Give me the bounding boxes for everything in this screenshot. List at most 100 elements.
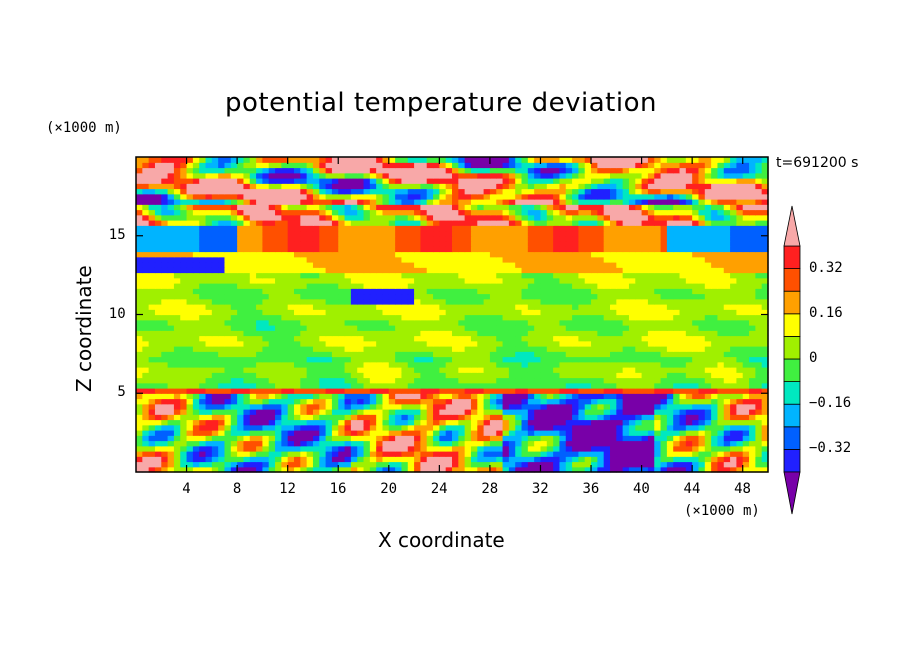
heatmap-cell [237, 466, 245, 473]
heatmap-cell [268, 466, 276, 473]
heatmap-cell [420, 277, 428, 284]
heatmap-cell [275, 319, 282, 326]
heatmap-cell [717, 409, 725, 415]
heatmap-cell [584, 340, 592, 347]
heatmap-cell [211, 277, 219, 284]
heatmap-cell [749, 246, 756, 253]
heatmap-cell [647, 377, 655, 384]
heatmap-cell [508, 340, 516, 347]
heatmap-cell [281, 356, 289, 363]
heatmap-cell [237, 335, 245, 342]
heatmap-cell [521, 251, 529, 258]
heatmap-cell [559, 272, 567, 279]
heatmap-cell [736, 377, 744, 384]
heatmap-cell [357, 214, 365, 221]
heatmap-cell [559, 440, 567, 447]
heatmap-cell [306, 272, 314, 279]
heatmap-cell [173, 277, 181, 284]
heatmap-cell [673, 262, 681, 268]
heatmap-cell [489, 335, 497, 342]
heatmap-cell [761, 283, 769, 289]
heatmap-cell [496, 319, 504, 326]
heatmap-cell [660, 456, 668, 463]
heatmap-cell [294, 456, 301, 463]
heatmap-cell [527, 272, 535, 279]
heatmap-cell [654, 414, 662, 421]
heatmap-cell [679, 309, 687, 316]
heatmap-cell [521, 377, 529, 384]
heatmap-cell [761, 372, 769, 379]
heatmap-cell [287, 225, 295, 232]
heatmap-cell [647, 214, 655, 221]
heatmap-cell [635, 272, 643, 279]
heatmap-cell [350, 403, 358, 410]
heatmap-cell [458, 256, 466, 263]
heatmap-cell [154, 409, 162, 415]
heatmap-cell [331, 251, 339, 258]
heatmap-cell [167, 451, 175, 457]
heatmap-cell [515, 414, 523, 421]
heatmap-cell [723, 361, 731, 368]
heatmap-cell [496, 461, 504, 468]
heatmap-cell [382, 330, 390, 337]
heatmap-cell [489, 351, 497, 358]
heatmap-cell [357, 314, 365, 321]
heatmap-cell [761, 304, 769, 310]
heatmap-cell [395, 419, 403, 426]
heatmap-cell [685, 361, 693, 368]
heatmap-cell [647, 319, 655, 326]
heatmap-cell [325, 377, 333, 384]
heatmap-cell [407, 351, 415, 358]
heatmap-cell [591, 314, 598, 321]
heatmap-cell [154, 230, 162, 237]
heatmap-cell [496, 251, 504, 258]
heatmap-cell [711, 293, 719, 300]
heatmap-cell [319, 293, 327, 300]
heatmap-cell [136, 214, 143, 221]
heatmap-cell [723, 346, 731, 352]
heatmap-cell [167, 330, 175, 337]
heatmap-cell [445, 398, 453, 405]
heatmap-cell [470, 330, 478, 337]
heatmap-cell [647, 283, 655, 289]
heatmap-cell [205, 419, 213, 426]
heatmap-cell [673, 209, 681, 216]
heatmap-cell [249, 293, 257, 300]
heatmap-cell [350, 235, 358, 242]
heatmap-cell [546, 277, 554, 284]
heatmap-cell [325, 346, 333, 352]
heatmap-cell [325, 298, 333, 305]
heatmap-cell [256, 440, 263, 447]
heatmap-cell [622, 262, 630, 268]
heatmap-cell [628, 393, 636, 400]
heatmap-cell [534, 388, 542, 394]
heatmap-cell [275, 209, 282, 216]
heatmap-cell [616, 403, 624, 410]
heatmap-cell [464, 451, 472, 457]
heatmap-cell [312, 424, 320, 431]
heatmap-cell [401, 414, 409, 421]
heatmap-cell [603, 424, 611, 431]
heatmap-cell [363, 209, 371, 216]
heatmap-cell [679, 319, 687, 326]
heatmap-cell [458, 319, 466, 326]
heatmap-cell [723, 382, 731, 389]
heatmap-cell [527, 288, 535, 295]
heatmap-cell [376, 230, 384, 237]
heatmap-cell [154, 466, 162, 473]
heatmap-cell [205, 298, 213, 305]
heatmap-cell [761, 262, 769, 268]
heatmap-cell [452, 230, 459, 237]
heatmap-cell [565, 435, 573, 442]
heatmap-cell [521, 230, 529, 237]
heatmap-cell [148, 283, 156, 289]
heatmap-cell [414, 382, 421, 389]
heatmap-cell [167, 241, 175, 247]
heatmap-cell [603, 440, 611, 447]
heatmap-cell [275, 430, 282, 436]
heatmap-cell [180, 414, 188, 421]
heatmap-cell [287, 445, 295, 452]
heatmap-cell [711, 262, 719, 268]
heatmap-cell [673, 267, 681, 274]
heatmap-cell [237, 277, 245, 284]
